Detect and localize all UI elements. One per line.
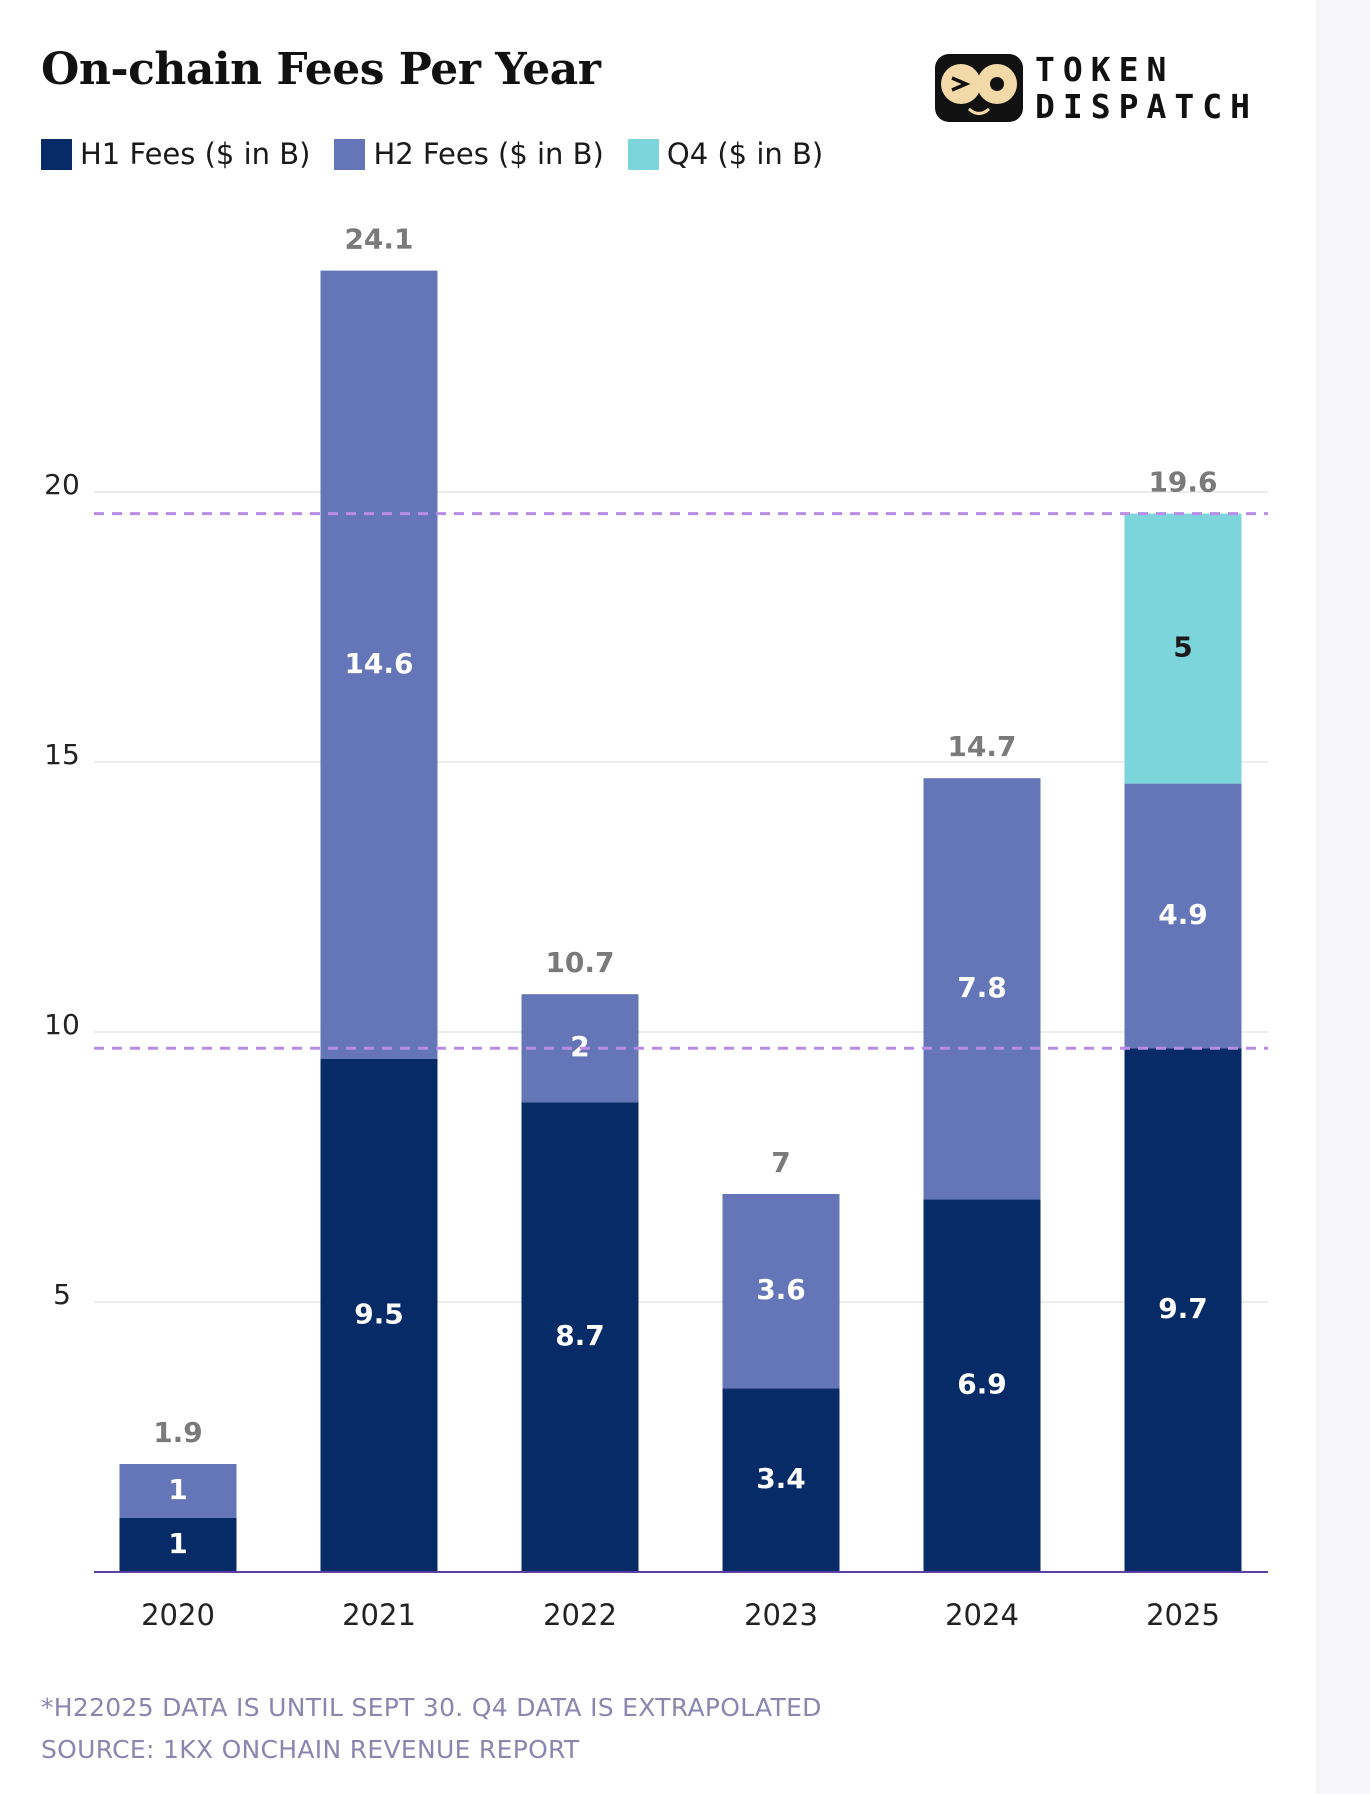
data-label-h1-2020: 1 (168, 1527, 187, 1560)
bar-h1-2020 (119, 1518, 237, 1572)
bar-h1-2021 (320, 1059, 438, 1572)
total-label-2022: 10.7 (545, 946, 614, 979)
y-tick-label-15: 15 (44, 738, 80, 771)
legend-item-q4: Q4 ($ in B) (627, 137, 824, 171)
data-label-h1-2023: 3.4 (756, 1462, 806, 1495)
data-label-h1-2021: 9.5 (354, 1298, 404, 1331)
total-label-2025: 19.6 (1148, 466, 1217, 499)
legend-swatch-h1 (41, 138, 72, 170)
x-tick-label-2025: 2025 (1146, 1598, 1220, 1632)
data-label-h1-2025: 9.7 (1158, 1292, 1208, 1325)
logo-face-icon (935, 54, 1023, 122)
bar-h1-2025 (1124, 1048, 1242, 1572)
x-tick-label-2020: 2020 (141, 1598, 215, 1632)
x-tick-label-2023: 2023 (744, 1598, 818, 1632)
data-label-h2-2025: 4.9 (1158, 898, 1208, 931)
legend-swatch-q4 (627, 138, 659, 170)
y-tick-label-5: 5 (53, 1278, 71, 1311)
bar-h1-2023 (722, 1388, 840, 1572)
x-tick-label-2021: 2021 (342, 1598, 416, 1632)
total-label-2023: 7 (771, 1146, 790, 1179)
bar-h2-2024 (923, 778, 1041, 1200)
data-label-h2-2021: 14.6 (344, 647, 413, 680)
data-label-h1-2022: 8.7 (555, 1319, 605, 1352)
logo-text-line2: DISPATCH (1035, 87, 1258, 126)
bar-h2-2021 (320, 270, 438, 1060)
data-label-h2-2020: 1 (168, 1473, 187, 1506)
legend-item-h2: H2 Fees ($ in B) (334, 137, 604, 171)
total-label-2024: 14.7 (947, 730, 1016, 763)
footnote-data-note: *H22025 DATA IS UNTIL SEPT 30. Q4 DATA I… (41, 1693, 822, 1722)
data-label-h2-2023: 3.6 (756, 1273, 806, 1306)
footnote-source: SOURCE: 1KX ONCHAIN REVENUE REPORT (41, 1735, 580, 1764)
y-tick-label-10: 10 (44, 1008, 80, 1041)
total-label-2020: 1.9 (153, 1416, 203, 1449)
bar-h2-2020 (119, 1464, 237, 1518)
y-tick-label-20: 20 (44, 468, 80, 501)
chart-legend: H1 Fees ($ in B) H2 Fees ($ in B) Q4 ($ … (41, 137, 847, 171)
data-label-h1-2024: 6.9 (957, 1368, 1007, 1401)
legend-label-h2: H2 Fees ($ in B) (373, 137, 604, 171)
token-dispatch-logo: TOKEN DISPATCH (935, 50, 1295, 126)
logo-text-line1: TOKEN (1035, 50, 1175, 89)
x-tick-label-2024: 2024 (945, 1598, 1019, 1632)
data-label-q4-2025: 5 (1173, 631, 1192, 664)
chart-title: On-chain Fees Per Year (41, 44, 601, 95)
bar-h1-2024 (923, 1199, 1041, 1572)
page-edge-band (1316, 0, 1370, 1794)
legend-label-q4: Q4 ($ in B) (666, 137, 824, 171)
legend-swatch-h2 (334, 138, 366, 170)
total-label-2021: 24.1 (344, 223, 413, 256)
legend-label-h1: H1 Fees ($ in B) (80, 137, 311, 171)
bar-h2-2023 (722, 1194, 840, 1389)
data-label-h2-2024: 7.8 (957, 971, 1007, 1004)
legend-item-h1: H1 Fees ($ in B) (41, 137, 310, 171)
bar-q4-2025 (1124, 513, 1242, 784)
bar-h2-2025 (1124, 783, 1242, 1049)
x-tick-label-2022: 2022 (543, 1598, 617, 1632)
bar-h1-2022 (521, 1102, 639, 1572)
